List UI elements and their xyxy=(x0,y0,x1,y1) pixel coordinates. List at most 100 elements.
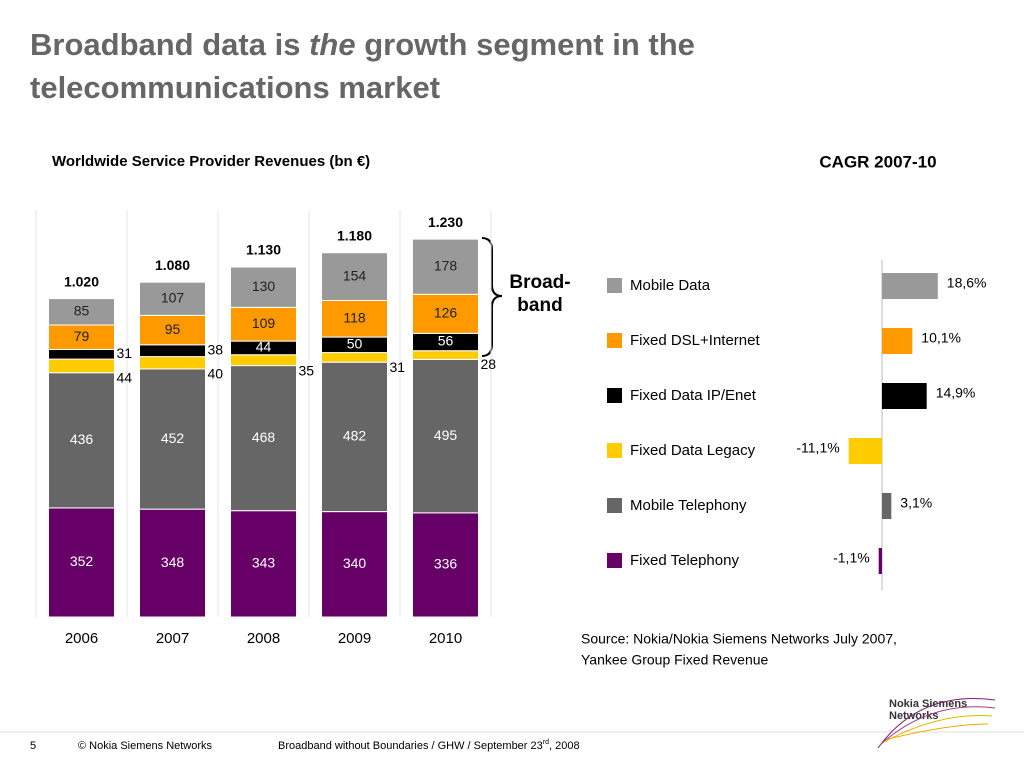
title-part: growth segment in the xyxy=(364,27,695,62)
footer-part: rd xyxy=(543,739,549,746)
bar-segment xyxy=(139,344,206,358)
bar-segment xyxy=(230,510,297,618)
legend-label: Fixed Data IP/Enet xyxy=(630,387,757,404)
brace xyxy=(481,237,503,357)
value-label: 348 xyxy=(161,554,185,570)
value-label: 495 xyxy=(434,427,458,443)
bar-segment xyxy=(48,348,115,360)
value-label: 452 xyxy=(161,430,185,446)
bar-segment xyxy=(321,252,388,301)
bar-segment xyxy=(321,511,388,618)
bar-segment xyxy=(139,356,206,370)
value-label: 436 xyxy=(70,431,94,447)
value-label: 343 xyxy=(252,555,276,571)
value-label: 85 xyxy=(74,303,90,319)
bar-segment xyxy=(48,372,115,509)
chart-title: CAGR 2007-10 xyxy=(819,152,936,171)
total-label: 1.130 xyxy=(246,242,281,258)
value-label: 482 xyxy=(343,428,367,444)
value-label: 40 xyxy=(208,366,224,382)
bar-segment xyxy=(48,507,115,618)
value-label: 118 xyxy=(343,309,366,325)
total-label: 1.020 xyxy=(64,273,99,289)
bar-segment xyxy=(230,365,297,512)
bar xyxy=(848,438,882,464)
value-label: 154 xyxy=(343,267,367,283)
value-label: 18,6% xyxy=(947,275,987,291)
title-part: the xyxy=(309,27,356,62)
value-label: 38 xyxy=(208,341,224,357)
value-label: 31 xyxy=(390,359,406,375)
legend-label: Mobile Telephony xyxy=(630,497,747,514)
value-label: -11,1% xyxy=(796,440,839,456)
legend-swatch xyxy=(607,553,622,568)
bar-segment xyxy=(412,358,479,514)
bar xyxy=(878,548,882,574)
copyright: © Nokia Siemens Networks xyxy=(78,740,213,752)
bar-segment xyxy=(48,358,115,374)
value-label: 340 xyxy=(343,555,367,571)
source: Source: Nokia/Nokia Siemens Networks Jul… xyxy=(581,631,897,647)
bar-segment xyxy=(412,238,479,295)
value-label: 79 xyxy=(74,328,90,344)
legend-swatch xyxy=(607,498,622,513)
value-label: 336 xyxy=(434,556,458,572)
value-label: 107 xyxy=(161,289,185,305)
total-label: 1.080 xyxy=(155,257,190,273)
legend-swatch xyxy=(607,443,622,458)
legend-label: Fixed Telephony xyxy=(630,552,739,569)
bar-segment xyxy=(139,314,206,346)
value-label: 95 xyxy=(165,321,181,337)
chart-title: Worldwide Service Provider Revenues (bn … xyxy=(52,153,370,170)
bar-segment xyxy=(321,299,388,338)
bar-segment xyxy=(321,352,388,363)
legend-label: Fixed Data Legacy xyxy=(630,442,756,459)
bar xyxy=(882,273,938,299)
value-label: 109 xyxy=(252,315,276,331)
legend-swatch xyxy=(607,388,622,403)
page-number: 5 xyxy=(30,740,36,752)
footer-part: Broadband without Boundaries / GHW / Sep… xyxy=(278,740,543,752)
value-label: 178 xyxy=(434,257,458,273)
value-label: 44 xyxy=(256,339,272,355)
bar-segment xyxy=(48,324,115,350)
legend-label: Mobile Data xyxy=(630,277,711,294)
logo-swirl xyxy=(877,698,996,749)
value-label: 31 xyxy=(117,345,133,361)
bar-segment xyxy=(412,350,479,360)
value-label: 14,9% xyxy=(936,385,976,401)
footer-part: , 2008 xyxy=(549,740,580,752)
slide-title: telecommunications market xyxy=(30,70,440,105)
bar-segment xyxy=(139,281,206,316)
total-label: 1.180 xyxy=(337,227,372,243)
annotation: band xyxy=(517,295,562,316)
x-tick-label: 2007 xyxy=(156,630,189,647)
value-label: 126 xyxy=(434,305,458,321)
bar-segment xyxy=(139,368,206,510)
legend-swatch xyxy=(607,278,622,293)
annotation: Broad- xyxy=(509,272,570,293)
bar-segment xyxy=(412,293,479,334)
value-label: 468 xyxy=(252,429,276,445)
value-label: 130 xyxy=(252,278,276,294)
title-part: Broadband data is xyxy=(30,27,300,62)
footer-text: Broadband without Boundaries / GHW / Sep… xyxy=(278,739,580,752)
x-tick-label: 2008 xyxy=(247,630,280,647)
logo-text: Networks xyxy=(889,710,939,722)
source: Yankee Group Fixed Revenue xyxy=(581,652,769,668)
bar-segment xyxy=(139,508,206,618)
legend-swatch xyxy=(607,333,622,348)
x-tick-label: 2006 xyxy=(65,630,98,647)
bar xyxy=(882,328,913,354)
total-label: 1.230 xyxy=(428,214,463,230)
x-tick-label: 2009 xyxy=(338,630,371,647)
bar xyxy=(882,383,927,409)
bar-segment xyxy=(230,266,297,308)
legend-label: Fixed DSL+Internet xyxy=(630,332,760,349)
value-label: -1,1% xyxy=(833,550,870,566)
value-label: 56 xyxy=(438,333,454,349)
bar xyxy=(882,493,892,519)
slide-title: Broadband data is the growth segment in … xyxy=(30,27,695,62)
value-label: 352 xyxy=(70,553,94,569)
